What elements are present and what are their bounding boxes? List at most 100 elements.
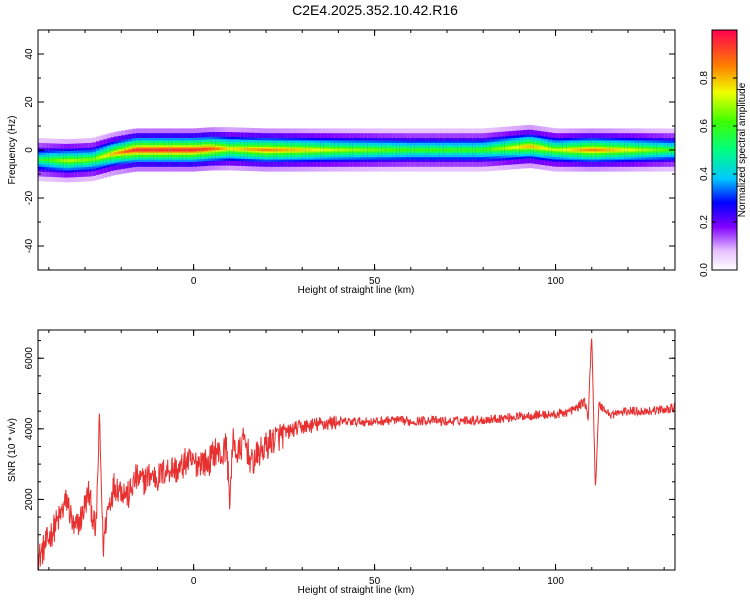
- heatmap-cell: [208, 147, 213, 151]
- heatmap-cell: [396, 148, 401, 152]
- heatmap-cell: [218, 147, 224, 151]
- heatmap-cell: [468, 148, 473, 152]
- heatmap-cell: [168, 148, 173, 152]
- heatmap-cell: [533, 145, 539, 149]
- heatmap-x-label: Height of straight line (km): [298, 285, 415, 296]
- heatmap-cell: [475, 148, 481, 152]
- snr-frame: [37, 329, 676, 571]
- heatmap-cell: [617, 148, 622, 152]
- heatmap-cell: [280, 148, 285, 152]
- heatmap-cell: [222, 147, 227, 151]
- colorbar-tick-label: 0.2: [699, 215, 710, 229]
- heatmap-y-label: Frequency (Hz): [7, 116, 18, 185]
- heatmap-cell: [638, 148, 644, 152]
- heatmap-cell: [45, 158, 50, 162]
- snr-y-tick-label: 4000: [24, 417, 35, 440]
- snr-y-tick-label: 2000: [24, 488, 35, 511]
- heatmap-cell: [269, 148, 274, 152]
- heatmap-cell: [454, 148, 459, 152]
- heatmap-cell: [356, 148, 361, 152]
- heatmap-panel: 0 50 100 -40 -20 0 20 40 Height of straight lin…: [7, 29, 676, 296]
- heatmap-cell: [360, 148, 365, 152]
- heatmap-cell: [287, 148, 292, 152]
- heatmap-cell: [186, 148, 191, 152]
- heatmap-cell: [570, 148, 575, 152]
- heatmap-cell: [457, 148, 463, 152]
- heatmap-cell: [56, 158, 61, 162]
- heatmap-cell: [226, 147, 231, 151]
- heatmap-cell: [59, 159, 64, 163]
- heatmap-cell: [512, 146, 517, 150]
- snr-y-label: SNR (10 * v/v): [7, 418, 18, 482]
- colorbar-tick-label: 0.4: [699, 167, 710, 181]
- heatmap-cell: [515, 145, 520, 149]
- heatmap-cell: [237, 147, 242, 151]
- heatmap-cell: [595, 148, 600, 152]
- heatmap-cell: [627, 148, 633, 152]
- heatmap-cell: [63, 159, 68, 163]
- colorbar-tick-label: 0.6: [699, 119, 710, 133]
- heatmap-cell: [566, 148, 571, 152]
- heatmap-cell: [255, 148, 260, 152]
- heatmap-cell: [52, 158, 57, 162]
- colorbar-gradient: [711, 29, 738, 271]
- heatmap-cell: [316, 148, 321, 152]
- colorbar-tick-label: 0.8: [699, 71, 710, 85]
- heatmap-cell: [664, 148, 669, 152]
- heatmap-y-tick-label: 20: [24, 96, 35, 108]
- colorbar-tick-label: 0.0: [699, 263, 710, 277]
- heatmap-cell: [580, 148, 586, 152]
- heatmap-cell: [244, 147, 249, 151]
- heatmap-cell: [385, 148, 390, 152]
- heatmap-cell: [352, 148, 358, 152]
- heatmap-cell: [602, 148, 607, 152]
- heatmap-cell: [88, 158, 93, 162]
- heatmap-cell: [233, 147, 238, 151]
- heatmap-cell: [121, 150, 126, 154]
- heatmap-cell: [139, 148, 144, 152]
- heatmap-cell: [548, 147, 553, 151]
- heatmap-cell: [175, 148, 180, 152]
- heatmap-cell: [399, 148, 405, 152]
- heatmap-cell: [392, 148, 397, 152]
- heatmap-cell: [193, 148, 198, 152]
- heatmap-cell: [349, 148, 354, 152]
- heatmap-cell: [171, 148, 177, 152]
- heatmap-cell: [262, 148, 267, 152]
- heatmap-cell: [378, 148, 383, 152]
- heatmap-cell: [117, 151, 122, 155]
- heatmap-body: [38, 124, 675, 183]
- heatmap-y-tick-label: -40: [24, 238, 35, 253]
- heatmap-cell: [309, 148, 314, 152]
- heatmap-cell: [273, 148, 278, 152]
- heatmap-cell: [497, 147, 502, 151]
- heatmap-cell: [323, 148, 329, 152]
- heatmap-cell: [338, 148, 343, 152]
- heatmap-cell: [251, 148, 256, 152]
- snr-x-tick-label: 0: [191, 576, 197, 587]
- heatmap-cell: [432, 148, 437, 152]
- heatmap-cell: [291, 148, 296, 152]
- heatmap-x-tick-label: 100: [547, 276, 564, 287]
- colorbar-label: Normalized spectral amplitude: [737, 82, 748, 217]
- heatmap-cell: [551, 148, 557, 152]
- heatmap-cell: [161, 148, 166, 152]
- heatmap-cell: [146, 148, 151, 152]
- heatmap-cell: [577, 148, 582, 152]
- heatmap-cell: [142, 148, 148, 152]
- heatmap-cell: [124, 150, 130, 153]
- heatmap-cell: [334, 148, 339, 152]
- heatmap-cell: [48, 158, 54, 162]
- heatmap-cell: [132, 148, 137, 152]
- colorbar-ticks: 0.0 0.2 0.4 0.6 0.8: [699, 71, 737, 277]
- heatmap-cell: [66, 159, 72, 163]
- heatmap-cell: [204, 147, 209, 151]
- heatmap-cell: [410, 148, 416, 152]
- heatmap-cell: [425, 148, 430, 152]
- heatmap-cell: [660, 148, 665, 152]
- heatmap-y-tick-label: -20: [24, 190, 35, 205]
- heatmap-cell: [407, 148, 412, 152]
- heatmap-cell: [573, 148, 578, 152]
- heatmap-cell: [74, 158, 79, 162]
